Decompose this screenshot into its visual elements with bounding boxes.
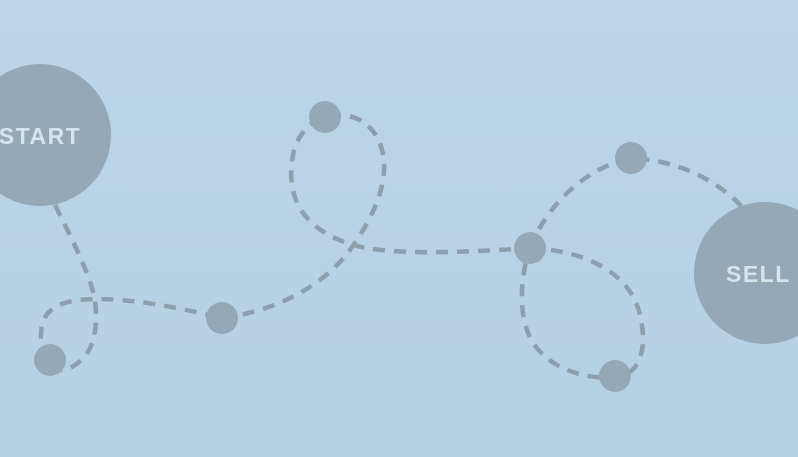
winding-dashed-path [38, 203, 223, 373]
waypoint-node [309, 101, 341, 133]
winding-dashed-path-3 [519, 245, 646, 380]
waypoint-node [206, 302, 238, 334]
waypoint-node [615, 142, 647, 174]
start-label: START [0, 123, 81, 149]
sell-node [694, 202, 798, 344]
winding-dashed-path-4 [527, 155, 747, 249]
waypoint-node [514, 232, 546, 264]
winding-dashed-path-2 [221, 112, 531, 321]
start-node [0, 64, 111, 206]
waypoint-node [599, 360, 631, 392]
sell-label: SELL [726, 261, 791, 287]
waypoint-node [34, 344, 66, 376]
